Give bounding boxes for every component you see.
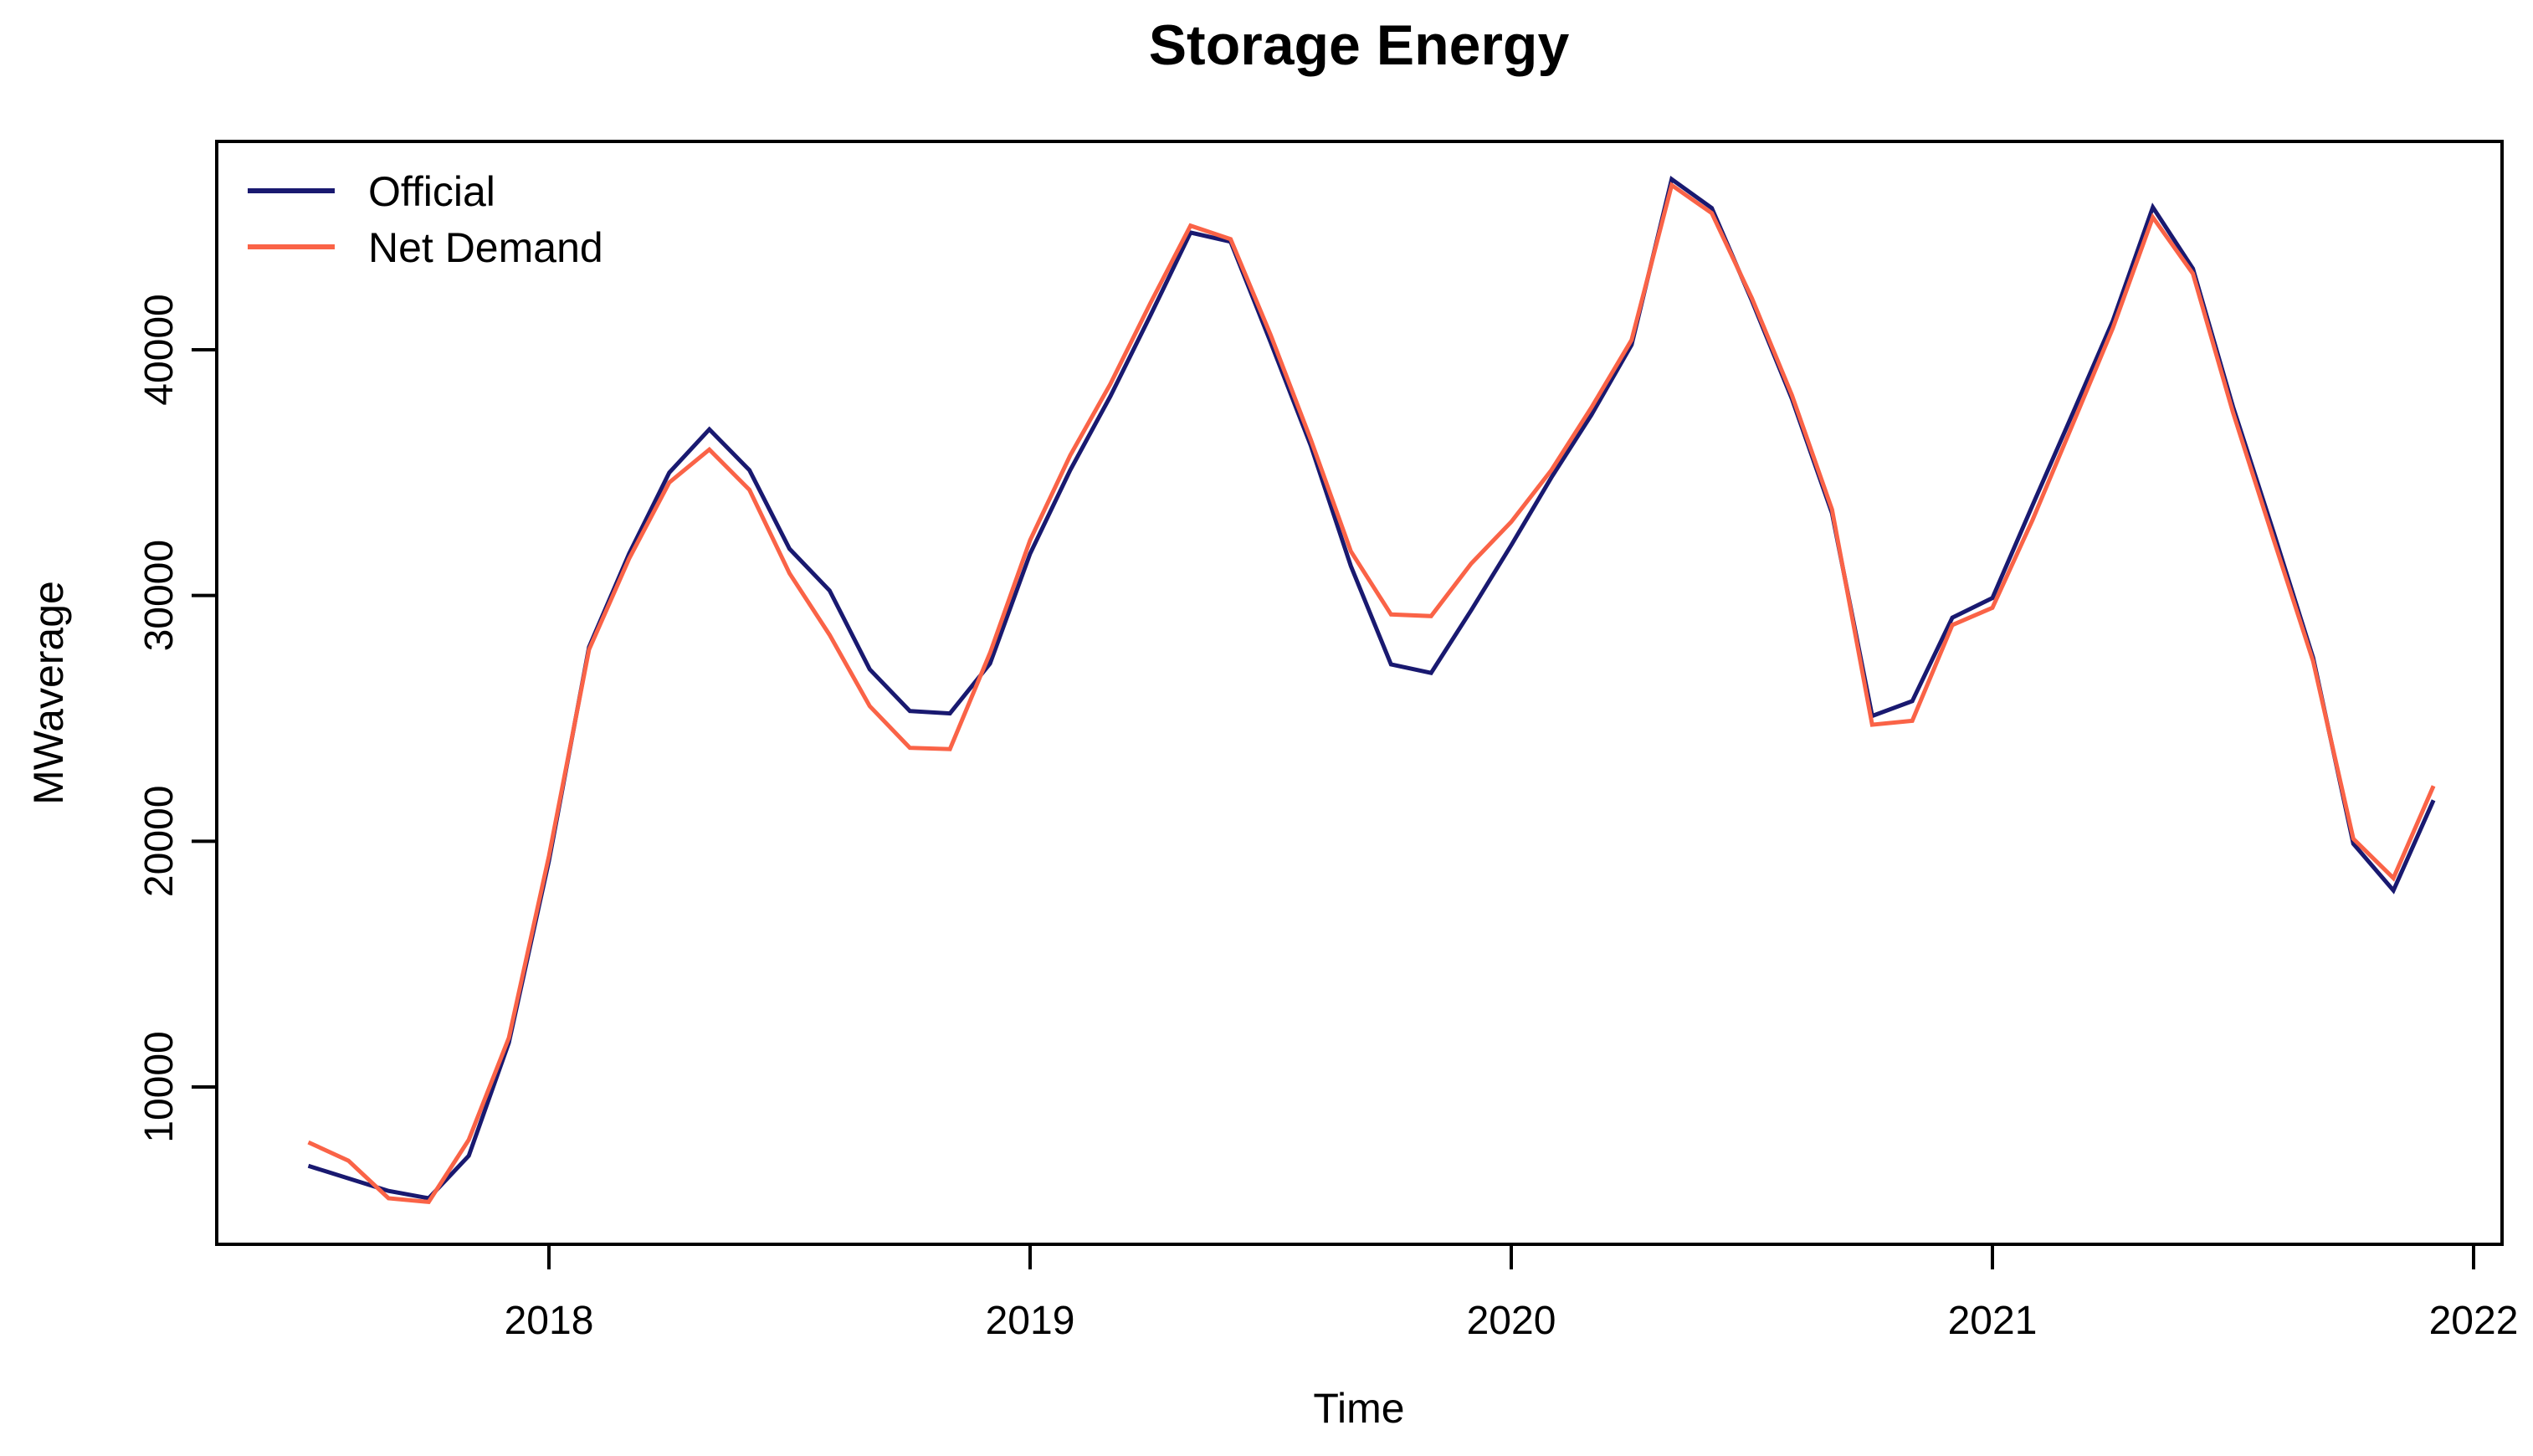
legend: Official Net Demand bbox=[248, 168, 603, 271]
y-tick-label: 20000 bbox=[137, 786, 182, 897]
legend-label-official: Official bbox=[368, 168, 495, 215]
y-tick-label: 40000 bbox=[137, 294, 182, 405]
x-tick-label: 2021 bbox=[1948, 1299, 2038, 1343]
legend-label-net-demand: Net Demand bbox=[368, 224, 603, 271]
y-axis-title: MWaverage bbox=[25, 581, 72, 805]
x-tick-label: 2018 bbox=[505, 1299, 594, 1343]
series-line-net-demand bbox=[307, 182, 2436, 1205]
x-tick-label: 2022 bbox=[2429, 1299, 2519, 1343]
data-series bbox=[307, 176, 2436, 1205]
chart-title: Storage Energy bbox=[1149, 13, 1570, 77]
y-tick-label: 10000 bbox=[137, 1031, 182, 1142]
series-line-official bbox=[307, 176, 2436, 1201]
y-axis: 10000 20000 30000 40000 bbox=[137, 294, 217, 1143]
y-tick-label: 30000 bbox=[137, 540, 182, 651]
x-tick-label: 2019 bbox=[986, 1299, 1075, 1343]
x-axis: 2018 2019 2020 2021 2022 bbox=[505, 1244, 2519, 1343]
plot-box bbox=[215, 140, 2504, 1246]
x-axis-title: Time bbox=[1313, 1385, 1404, 1432]
x-tick-label: 2020 bbox=[1467, 1299, 1556, 1343]
